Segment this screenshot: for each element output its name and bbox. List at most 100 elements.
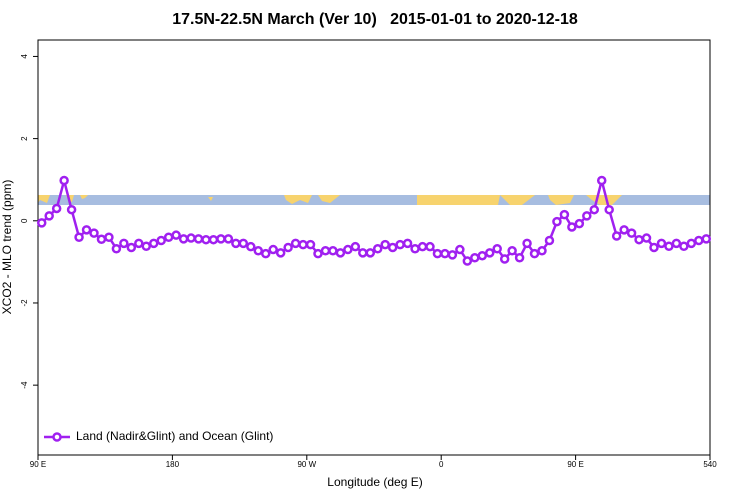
data-point (455, 244, 465, 255)
plot-frame (37, 39, 711, 456)
legend-label: Land (Nadir&Glint) and Ocean (Glint) (76, 429, 273, 443)
data-point (559, 209, 570, 220)
data-point (81, 225, 92, 235)
data-point (387, 242, 398, 253)
data-point (604, 204, 614, 215)
data-point (119, 238, 129, 249)
data-point (96, 234, 107, 245)
data-point (656, 238, 667, 249)
data-point (275, 248, 286, 258)
x-tick-label: 90 E (567, 460, 583, 469)
data-point (447, 250, 458, 260)
x-tick-label: 90 E (30, 460, 46, 469)
data-point (305, 239, 316, 250)
data-point (529, 248, 540, 259)
x-tick-label: 90 W (297, 460, 316, 469)
data-point (335, 248, 346, 258)
data-point (283, 242, 293, 253)
data-point (440, 248, 450, 259)
data-point (552, 216, 562, 227)
x-tick-label: 180 (166, 460, 180, 469)
data-point (499, 254, 510, 264)
data-point (178, 234, 189, 244)
data-point (596, 175, 607, 186)
data-point (51, 203, 62, 214)
data-point (238, 238, 249, 249)
data-point (163, 232, 174, 242)
data-point (477, 250, 488, 261)
data-point (328, 246, 338, 256)
data-point (671, 238, 682, 249)
data-point (186, 233, 196, 243)
data-point (343, 244, 353, 255)
data-point (410, 243, 420, 254)
data-point (462, 256, 473, 266)
data-point (372, 243, 383, 254)
data-point (484, 248, 495, 258)
data-point (111, 243, 122, 254)
data-point (694, 235, 704, 246)
data-point (522, 238, 532, 249)
data-point (365, 248, 376, 258)
data-point (268, 244, 278, 255)
data-point (544, 235, 555, 246)
data-point (649, 242, 659, 253)
data-point (260, 248, 271, 259)
y-axis-label: XCO2 - MLO trend (ppm) (0, 180, 14, 315)
data-point (634, 234, 644, 245)
data-point (619, 225, 629, 235)
data-point (74, 232, 84, 242)
data-point (507, 246, 517, 256)
data-point (679, 241, 689, 252)
data-point (253, 246, 264, 256)
data-point (134, 238, 144, 249)
y-tick-label: 0 (20, 218, 29, 223)
data-point (611, 231, 622, 241)
data-point (290, 238, 301, 249)
data-point (492, 243, 502, 254)
data-point (126, 242, 137, 253)
data-point (246, 241, 256, 252)
data-point (567, 222, 577, 232)
data-point (626, 228, 637, 238)
data-point (664, 241, 674, 252)
data-point (44, 211, 54, 221)
land-ocean-strip (38, 195, 710, 205)
data-point (395, 239, 405, 250)
data-point (59, 175, 69, 186)
data-point (380, 239, 390, 250)
data-point (141, 241, 152, 252)
data-point (701, 234, 712, 244)
data-point (193, 234, 204, 244)
data-point (201, 234, 211, 245)
data-point (402, 238, 413, 249)
y-tick-label: -4 (20, 381, 29, 389)
x-tick-label: 540 (703, 460, 717, 469)
y-tick-label: -2 (20, 299, 29, 307)
data-point (89, 228, 99, 238)
data-point (582, 211, 592, 221)
data-point (425, 241, 435, 252)
chart-title: 17.5N-22.5N March (Ver 10) 2015-01-01 to… (172, 11, 578, 28)
data-point (66, 204, 77, 215)
data-point (148, 238, 159, 249)
data-point (36, 218, 47, 228)
legend-marker (52, 432, 62, 442)
data-point (432, 248, 443, 259)
data-point (350, 241, 361, 252)
data-point (686, 238, 697, 249)
data-point (574, 218, 585, 229)
y-tick-label: 2 (20, 136, 29, 141)
data-point (320, 246, 331, 256)
data-point (298, 239, 308, 250)
y-tick-label: 4 (20, 54, 29, 59)
data-point (641, 233, 652, 243)
data-point (104, 232, 114, 242)
data-point (514, 253, 525, 263)
data-point (537, 246, 547, 256)
data-point (589, 204, 600, 215)
data-point (417, 241, 428, 252)
data-point (470, 253, 480, 263)
